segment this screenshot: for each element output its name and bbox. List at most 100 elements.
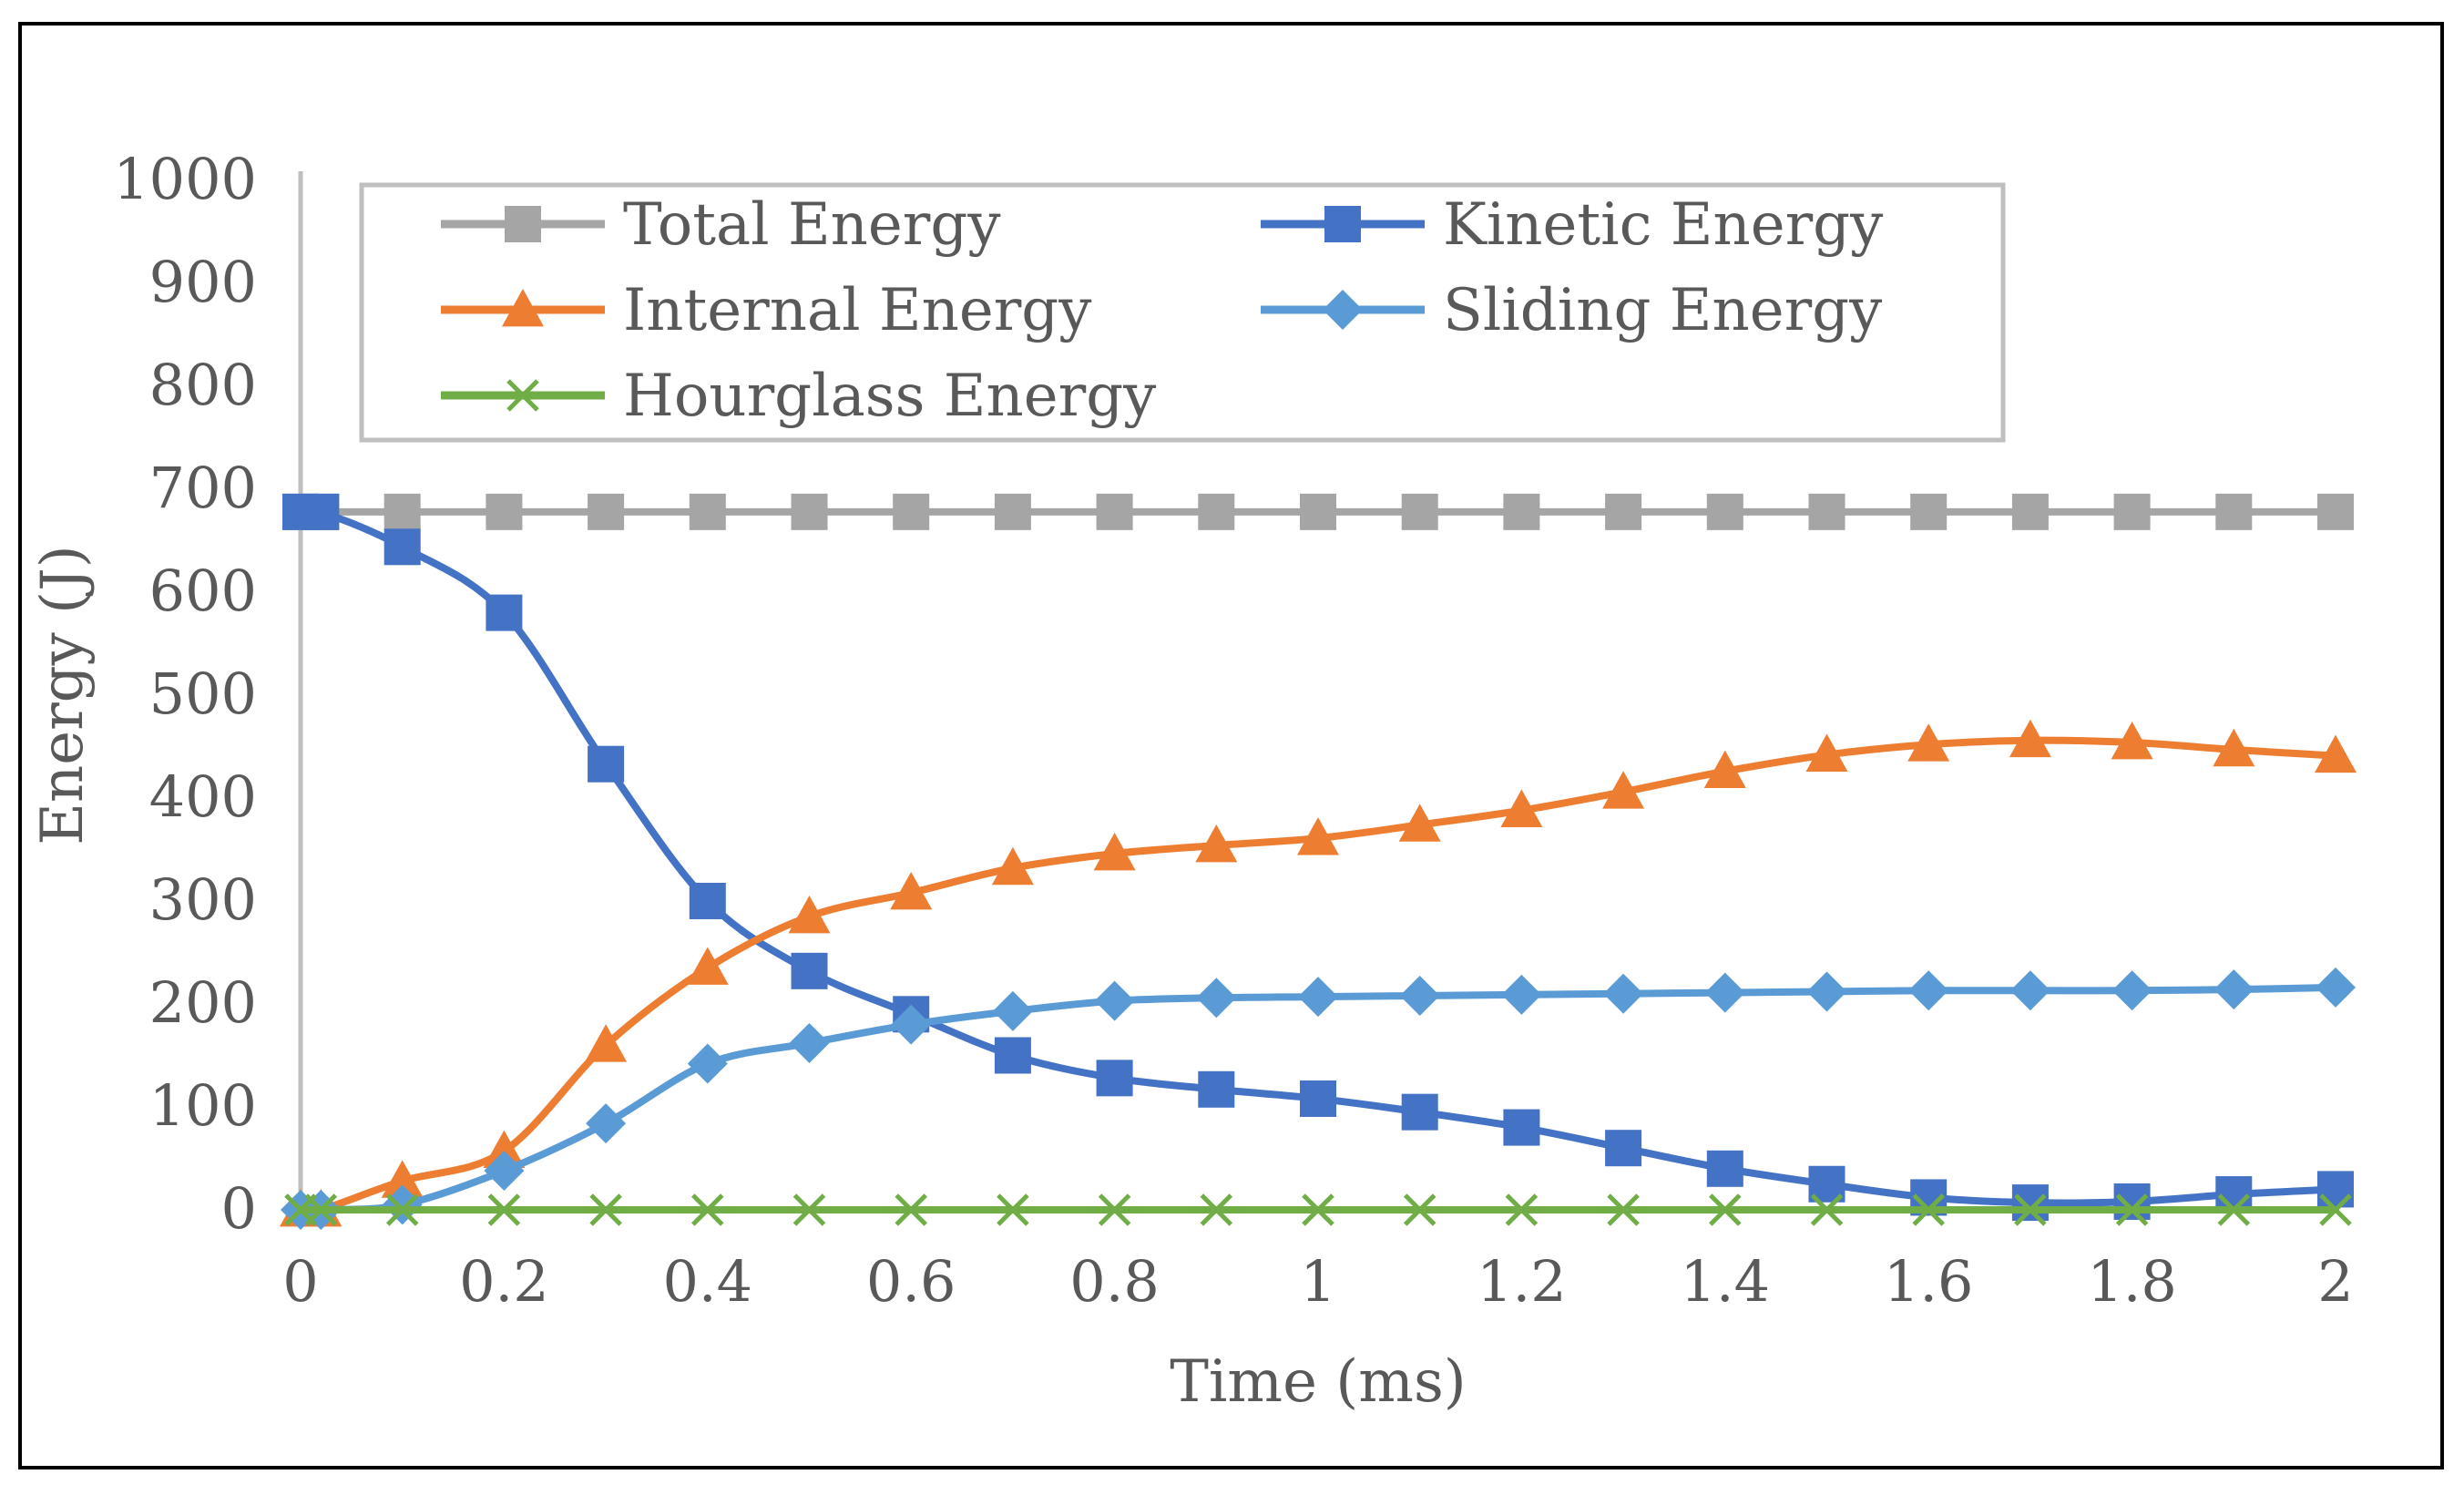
hourglass-energy-point bbox=[2319, 1193, 2352, 1226]
internal-energy-point bbox=[1703, 750, 1746, 789]
kinetic-energy-point bbox=[383, 528, 421, 566]
sliding-energy-point bbox=[2111, 970, 2152, 1011]
legend-swatch-marker bbox=[1324, 206, 1361, 242]
total-energy-point bbox=[486, 493, 523, 530]
legend-item-sliding-energy: Sliding Energy bbox=[1261, 277, 1882, 344]
hourglass-energy-point bbox=[1810, 1193, 1844, 1226]
total-energy-point bbox=[1503, 493, 1540, 530]
hourglass-energy-series bbox=[284, 1193, 2352, 1226]
legend-label: Kinetic Energy bbox=[1443, 191, 1883, 259]
total-energy-point bbox=[2011, 493, 2049, 530]
total-energy-point bbox=[1706, 493, 1743, 530]
total-energy-point bbox=[2113, 493, 2151, 530]
total-energy-point bbox=[1808, 493, 1845, 530]
hourglass-energy-point bbox=[1098, 1193, 1131, 1226]
total-energy-point bbox=[791, 493, 828, 530]
kinetic-energy-line bbox=[297, 506, 2339, 1207]
sliding-energy-point bbox=[2214, 969, 2254, 1010]
chart-frame: 0 100 200 300 400 500 600 700 800 900 1000 0 0.2 0.4 0… bbox=[18, 22, 2444, 1469]
internal-energy-point bbox=[585, 1024, 628, 1062]
legend-swatch-marker bbox=[505, 206, 541, 242]
internal-energy-point bbox=[381, 1160, 424, 1198]
internal-energy-point bbox=[2009, 719, 2051, 758]
y-tick-label: 600 bbox=[149, 558, 257, 624]
hourglass-energy-point bbox=[1403, 1193, 1436, 1226]
sliding-energy-point bbox=[1196, 978, 1237, 1019]
x-tick-label: 2 bbox=[2317, 1248, 2353, 1315]
internal-energy-point bbox=[1297, 817, 1339, 855]
kinetic-energy-point bbox=[791, 952, 828, 989]
total-energy-series bbox=[282, 493, 2354, 530]
kinetic-energy-point bbox=[1503, 1109, 1540, 1146]
y-tick-label: 0 bbox=[221, 1175, 257, 1242]
legend: Total Energy Kinetic Energy Internal Energ… bbox=[359, 182, 2006, 443]
x-tick-label: 1.4 bbox=[1680, 1248, 1770, 1315]
total-energy-point bbox=[1910, 493, 1948, 530]
internal-energy-point bbox=[1093, 833, 1136, 871]
legend-label: Total Energy bbox=[623, 191, 1000, 259]
legend-box bbox=[359, 182, 2006, 443]
legend-label: Sliding Energy bbox=[1443, 277, 1882, 344]
legend-item-internal-energy: Internal Energy bbox=[441, 277, 1091, 344]
internal-energy-point bbox=[1398, 804, 1441, 842]
sliding-energy-point bbox=[1806, 971, 1847, 1012]
hourglass-energy-point bbox=[385, 1193, 419, 1226]
sliding-energy-point bbox=[382, 1184, 423, 1225]
y-axis-title: Energy (J) bbox=[29, 545, 97, 845]
internal-energy-point bbox=[483, 1130, 526, 1168]
internal-energy-point bbox=[1805, 733, 1848, 772]
total-energy-point bbox=[1605, 493, 1642, 530]
x-tick-label: 0.6 bbox=[866, 1248, 956, 1315]
x-tick-label: 1 bbox=[1300, 1248, 1335, 1315]
sliding-energy-series bbox=[281, 967, 2356, 1230]
internal-energy-series bbox=[280, 719, 2357, 1227]
legend-item-total-energy: Total Energy bbox=[441, 191, 1000, 259]
kinetic-energy-point bbox=[1096, 1060, 1133, 1097]
kinetic-energy-point bbox=[689, 883, 726, 919]
total-energy-point bbox=[689, 493, 726, 530]
hourglass-energy-point bbox=[2014, 1193, 2047, 1226]
y-tick-label: 1000 bbox=[113, 146, 257, 212]
internal-energy-point bbox=[2213, 728, 2255, 767]
kinetic-energy-point bbox=[2113, 1183, 2151, 1220]
sliding-energy-point bbox=[1298, 977, 1338, 1018]
sliding-energy-line bbox=[297, 983, 2339, 1214]
y-tick-label: 500 bbox=[149, 660, 257, 727]
sliding-energy-point bbox=[2316, 967, 2356, 1008]
x-tick-label: 0 bbox=[282, 1248, 318, 1315]
y-tick-label: 800 bbox=[149, 352, 257, 418]
kinetic-energy-series bbox=[282, 493, 2354, 1222]
total-energy-point bbox=[893, 493, 930, 530]
total-energy-point bbox=[1096, 493, 1133, 530]
total-energy-point bbox=[383, 493, 421, 530]
internal-energy-point bbox=[1500, 789, 1543, 827]
y-tick-label: 300 bbox=[149, 866, 257, 933]
kinetic-energy-point bbox=[2011, 1184, 2049, 1222]
hourglass-energy-point bbox=[1200, 1193, 1233, 1226]
internal-energy-point bbox=[890, 871, 933, 910]
y-tick-label: 900 bbox=[149, 249, 257, 315]
total-energy-point bbox=[1401, 493, 1438, 530]
hourglass-energy-point bbox=[2115, 1193, 2149, 1226]
kinetic-energy-point bbox=[1706, 1150, 1743, 1187]
x-tick-label: 0.2 bbox=[459, 1248, 549, 1315]
kinetic-energy-point bbox=[1300, 1080, 1336, 1117]
internal-energy-point bbox=[1602, 771, 1645, 809]
total-energy-point bbox=[1198, 493, 1235, 530]
series-layer bbox=[280, 493, 2357, 1230]
x-tick-label: 1.8 bbox=[2087, 1248, 2177, 1315]
sliding-energy-point bbox=[1399, 975, 1440, 1016]
kinetic-energy-point bbox=[486, 594, 523, 631]
x-tick-label: 1.2 bbox=[1477, 1248, 1567, 1315]
kinetic-energy-point bbox=[302, 493, 340, 530]
hourglass-energy-point bbox=[304, 1193, 338, 1226]
sliding-energy-point bbox=[586, 1103, 627, 1144]
sliding-energy-point bbox=[1704, 972, 1745, 1013]
total-energy-point bbox=[994, 493, 1031, 530]
hourglass-energy-point bbox=[895, 1193, 927, 1226]
x-tick-label: 1.6 bbox=[1884, 1248, 1974, 1315]
total-energy-point bbox=[588, 493, 625, 530]
internal-energy-point bbox=[991, 846, 1034, 886]
x-axis-title: Time (ms) bbox=[1170, 1348, 1467, 1416]
hourglass-energy-point bbox=[691, 1193, 724, 1226]
